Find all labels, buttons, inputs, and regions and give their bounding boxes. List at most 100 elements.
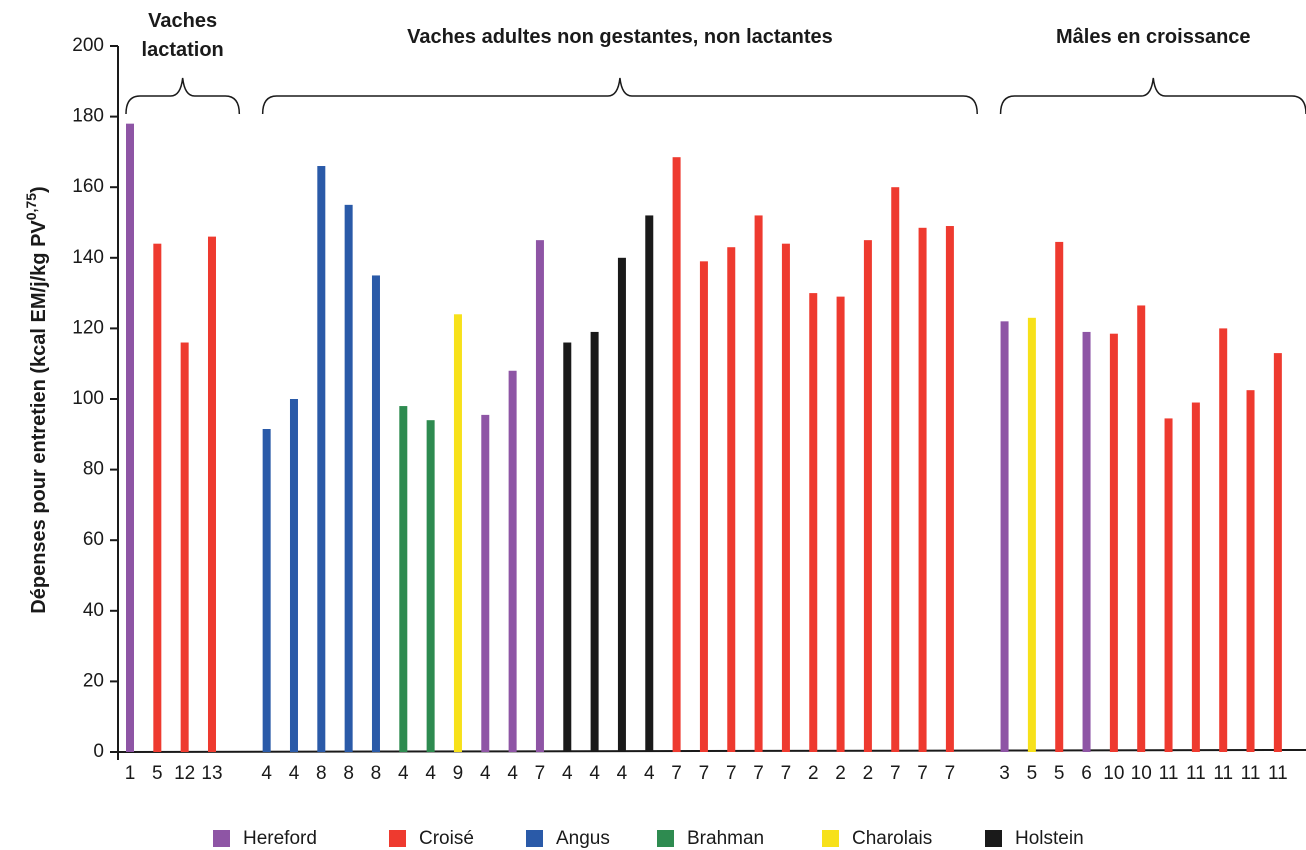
x-tick-label: 4: [644, 763, 655, 784]
bar: [399, 406, 408, 752]
x-tick-label: 5: [152, 763, 163, 784]
bar: [289, 399, 298, 752]
legend-label: Brahman: [687, 828, 764, 849]
bar: [809, 293, 818, 752]
bar: [508, 370, 517, 752]
bar: [1027, 317, 1036, 752]
x-tick-label: 6: [1081, 763, 1092, 784]
group-brace: [125, 77, 241, 115]
bar: [863, 240, 872, 752]
x-tick-label: 8: [343, 763, 354, 784]
bar: [371, 275, 380, 752]
legend-swatch: [389, 830, 406, 847]
bar: [1164, 418, 1173, 752]
x-tick-label: 7: [671, 763, 682, 784]
group-label-line: Vaches: [148, 10, 217, 32]
y-axis-label-text: Dépenses pour entretien (kcal EM/j/kg PV: [28, 220, 50, 614]
x-tick-label: 11: [1268, 763, 1288, 784]
y-tick-label: 40: [83, 600, 104, 621]
x-tick-label: 7: [917, 763, 928, 784]
y-axis-label-end: ): [28, 186, 50, 193]
x-tick-label: 4: [289, 763, 300, 784]
bar: [1137, 305, 1146, 752]
y-tick-label: 180: [72, 106, 104, 127]
x-tick-label: 4: [398, 763, 409, 784]
x-tick-label: 4: [617, 763, 628, 784]
bar: [1219, 328, 1228, 752]
x-tick-label: 4: [562, 763, 573, 784]
y-axis-label: Dépenses pour entretien (kcal EM/j/kg PV…: [23, 186, 51, 613]
x-tick-label: 2: [835, 763, 846, 784]
bar: [153, 243, 162, 752]
legend-label: Holstein: [1015, 828, 1084, 849]
legend-swatch: [213, 830, 230, 847]
x-tick-label: 11: [1241, 763, 1261, 784]
bar: [1273, 353, 1282, 752]
bar: [481, 414, 490, 752]
legend-label: Angus: [556, 828, 610, 849]
y-tick-label: 0: [93, 741, 104, 762]
bar: [344, 204, 353, 753]
group-label: Vaches adultes non gestantes, non lactan…: [407, 26, 833, 48]
y-tick-label: 80: [83, 459, 104, 480]
bar: [262, 429, 271, 752]
x-tick-label: 7: [753, 763, 764, 784]
x-tick-label: 5: [1027, 763, 1038, 784]
group-brace: [261, 77, 978, 115]
group-brace: [999, 77, 1306, 115]
x-axis: [117, 749, 1306, 753]
y-tick-label: 160: [72, 176, 104, 197]
x-tick-label: 11: [1159, 763, 1179, 784]
y-tick-label: 20: [83, 670, 104, 691]
bar: [1055, 241, 1064, 753]
x-tick-label: 7: [726, 763, 737, 784]
bar: [918, 227, 927, 753]
x-tick-label: 13: [201, 763, 222, 784]
bar: [945, 226, 954, 752]
bar: [754, 215, 763, 752]
bar: [645, 215, 654, 752]
bar: [535, 240, 544, 752]
x-tick-label: 4: [589, 763, 600, 784]
x-tick-label: 8: [371, 763, 382, 784]
x-tick-label: 4: [425, 763, 436, 784]
x-tick-label: 11: [1213, 763, 1233, 784]
group-label: Mâles en croissance: [1056, 26, 1251, 48]
group-label: Vaches lactation: [142, 10, 224, 61]
y-axis-label-sup: 0,75: [23, 193, 39, 220]
bar: [590, 331, 599, 752]
x-tick-label: 7: [699, 763, 710, 784]
y-tick-label: 200: [72, 35, 104, 56]
x-tick-label: 4: [507, 763, 518, 784]
x-tick-label: 11: [1186, 763, 1206, 784]
x-tick-label: 9: [453, 763, 464, 784]
y-tick-label: 60: [83, 529, 104, 550]
bar: [1082, 331, 1091, 752]
bar: [836, 296, 845, 752]
x-tick-label: 7: [890, 763, 901, 784]
legend-swatch: [985, 830, 1002, 847]
x-tick-label: 2: [808, 763, 819, 784]
x-tick-label: 10: [1131, 763, 1152, 784]
legend-swatch: [526, 830, 543, 847]
x-tick-label: 7: [945, 763, 956, 784]
legend-swatch: [822, 830, 839, 847]
bar: [1191, 402, 1200, 752]
bar: [617, 257, 626, 752]
bar: [1109, 333, 1118, 752]
legend-swatch: [657, 830, 674, 847]
x-tick-label: 4: [480, 763, 491, 784]
x-tick-label: 7: [781, 763, 792, 784]
legend-label: Croisé: [419, 828, 474, 849]
x-tick-label: 12: [174, 763, 195, 784]
bar: [1246, 390, 1255, 752]
x-tick-label: 4: [261, 763, 272, 784]
x-tick-label: 3: [999, 763, 1010, 784]
bar: [453, 314, 462, 752]
bar: [426, 420, 435, 752]
x-tick-label: 8: [316, 763, 327, 784]
legend-label: Charolais: [852, 828, 932, 849]
bar: [699, 261, 708, 752]
y-tick-label: 140: [72, 247, 104, 268]
group-label-line: Mâles en croissance: [1056, 26, 1251, 48]
